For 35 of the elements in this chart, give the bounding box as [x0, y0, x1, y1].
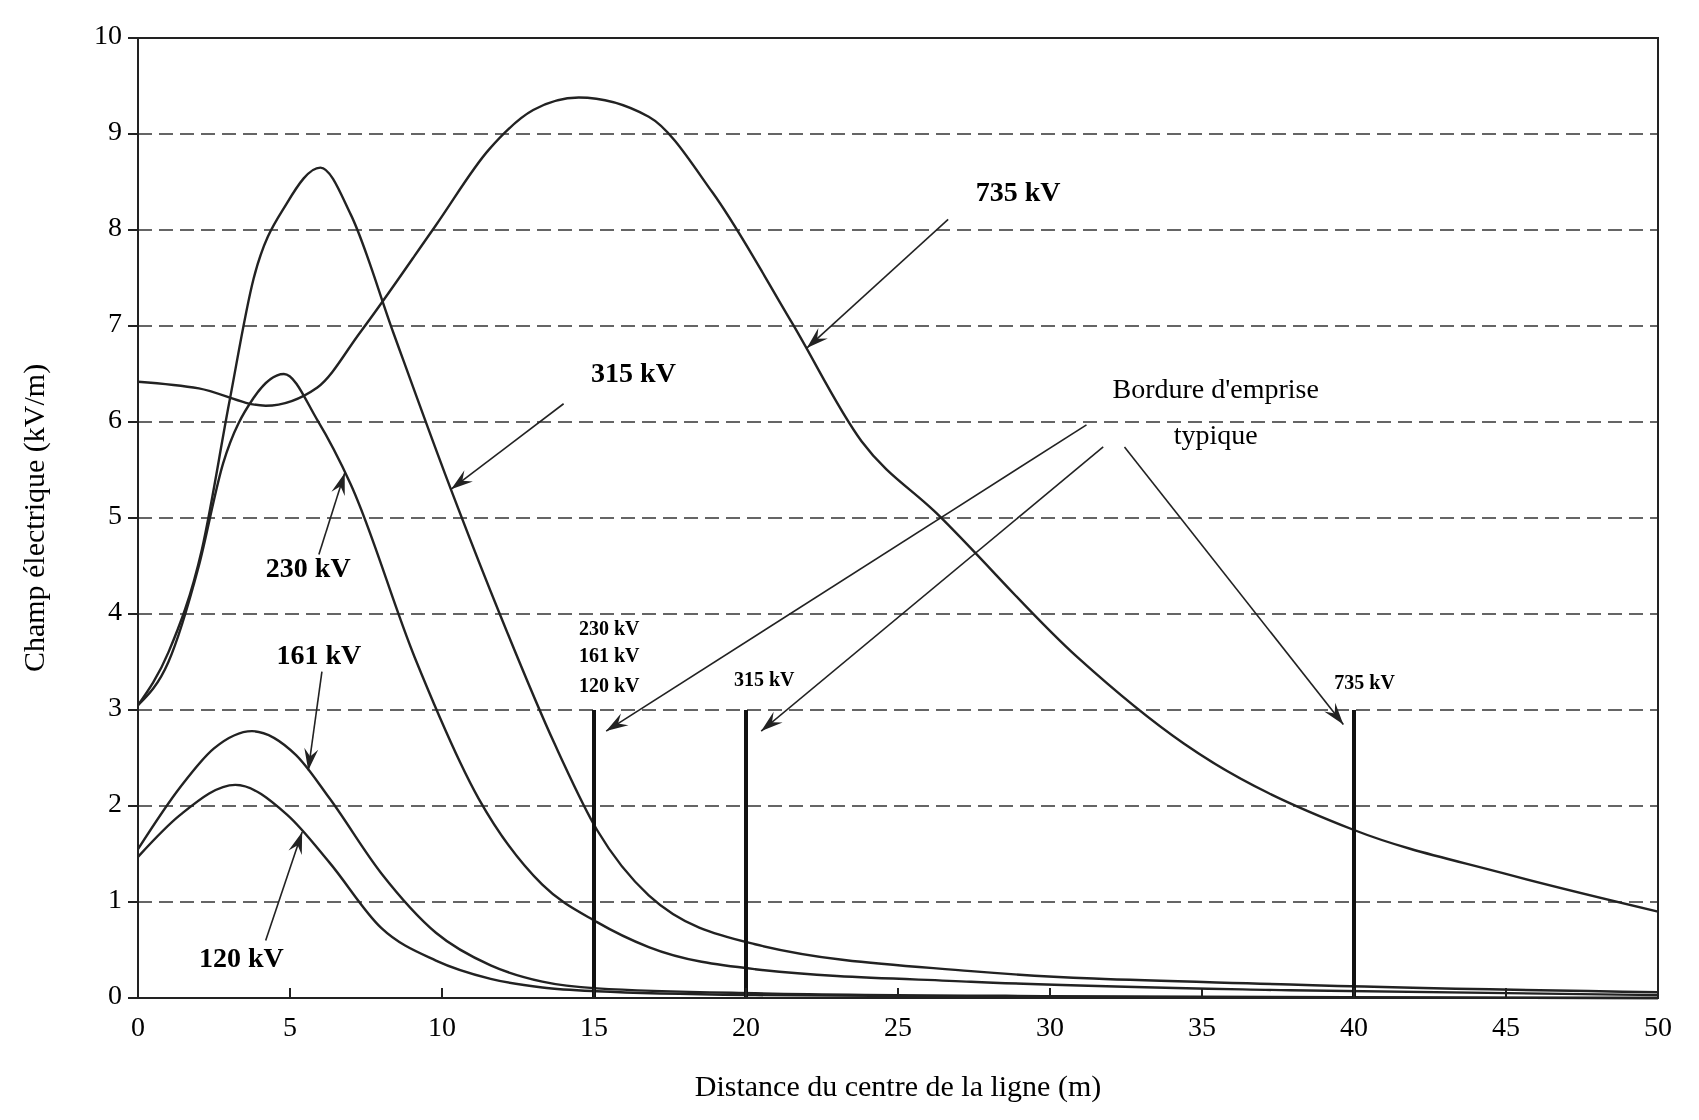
annotation: 315 kV: [733, 667, 796, 690]
annotation: 735 kV: [1334, 670, 1396, 693]
y-tick-label: 7: [108, 307, 122, 339]
x-tick-label: 0: [131, 1011, 145, 1042]
annotation: 735 kV: [975, 175, 1061, 207]
x-tick-label: 35: [1188, 1011, 1216, 1042]
y-tick-label: 1: [108, 883, 122, 915]
y-tick-label: 8: [108, 211, 122, 243]
annotation: 161 kV: [276, 638, 362, 670]
y-tick-label: 2: [108, 787, 122, 819]
annotation: 161 kV: [578, 643, 641, 666]
y-tick-label: 10: [94, 19, 122, 51]
annotation: 230 kV: [578, 616, 641, 639]
x-tick-label: 30: [1036, 1011, 1064, 1042]
x-tick-label: 20: [732, 1011, 760, 1042]
y-tick-label: 3: [108, 691, 122, 723]
annotation: 120 kV: [578, 673, 641, 696]
x-tick-label: 50: [1644, 1011, 1672, 1042]
y-tick-label: 0: [108, 979, 122, 1011]
y-tick-label: 6: [108, 403, 122, 435]
x-axis-title: Distance du centre de la ligne (m): [694, 1069, 1102, 1103]
x-tick-label: 40: [1340, 1011, 1368, 1042]
x-tick-label: 25: [884, 1011, 912, 1042]
annotation: 315 kV: [591, 357, 676, 389]
x-tick-label: 5: [283, 1011, 297, 1042]
y-tick-label: 9: [108, 115, 122, 147]
annotation: Bordure d'emprise typique: [1112, 373, 1319, 451]
annotation: 230 kV: [265, 552, 351, 584]
x-tick-label: 45: [1492, 1011, 1520, 1042]
x-tick-label: 10: [428, 1011, 456, 1042]
y-tick-label: 5: [108, 499, 122, 531]
annotation: 120 kV: [198, 941, 284, 973]
y-tick-label: 4: [108, 595, 122, 627]
y-axis-title: Champ électrique (kV/m): [17, 363, 51, 673]
x-tick-label: 15: [580, 1011, 608, 1042]
